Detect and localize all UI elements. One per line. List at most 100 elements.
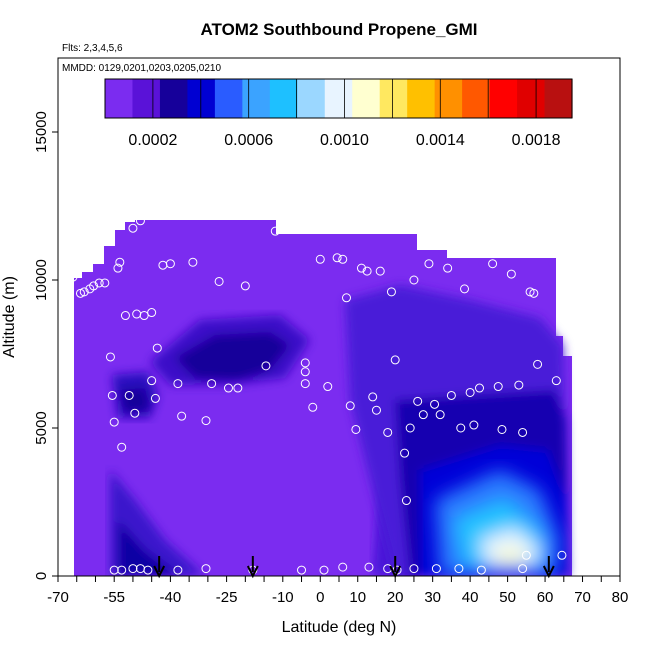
sample-point <box>356 263 366 273</box>
sample-point <box>338 562 348 572</box>
sample-point <box>261 361 271 371</box>
sample-point <box>493 382 503 392</box>
sample-point <box>418 410 428 420</box>
sample-point <box>364 562 374 572</box>
sample-point <box>79 287 89 297</box>
colorbar-swatch-16 <box>544 79 573 118</box>
colorbar-swatch-1 <box>132 79 161 118</box>
sample-point <box>297 219 307 229</box>
sample-point <box>386 287 396 297</box>
y-axis: 0 5000 10000 15000 <box>33 111 58 580</box>
sample-point <box>488 259 498 269</box>
sample-point <box>476 565 486 575</box>
annotation-flights: Flts: 2,3,4,5,6 <box>62 43 123 54</box>
sample-point <box>465 387 475 397</box>
heatmap-south-plume-core <box>118 520 180 576</box>
sample-point <box>435 410 445 420</box>
sample-point <box>68 272 78 282</box>
sample-point <box>207 379 217 389</box>
colorbar-frame <box>104 78 573 119</box>
sample-point <box>117 442 127 452</box>
sample-point <box>94 278 104 288</box>
sample-point <box>431 564 441 574</box>
sample-point <box>557 550 567 560</box>
x-axis-label: Latitude (deg N) <box>282 619 397 636</box>
sample-point <box>308 402 318 412</box>
sample-point <box>62 405 72 415</box>
sample-point <box>120 311 130 321</box>
sample-point <box>460 284 470 294</box>
sample-point <box>147 376 157 386</box>
sample-point <box>536 237 546 247</box>
sample-point <box>375 266 385 276</box>
sample-point <box>371 405 381 415</box>
x-tick-label: 0 <box>316 589 324 606</box>
sample-point <box>276 223 286 233</box>
sample-point <box>405 423 415 433</box>
x-tick-label: 30 <box>424 589 441 606</box>
x-tick-label: -25 <box>216 589 238 606</box>
colorbar-tick-label: 0.0018 <box>512 132 561 149</box>
sample-point <box>368 392 378 402</box>
sample-point <box>297 565 307 575</box>
sample-point <box>424 259 434 269</box>
sample-point <box>383 427 393 437</box>
heatmap-left-blob-core <box>120 388 150 412</box>
sample-point <box>62 564 72 574</box>
x-tick-label: 50 <box>499 589 516 606</box>
sample-point <box>338 254 348 264</box>
sample-point <box>413 396 423 406</box>
sample-point <box>323 382 333 392</box>
sample-point <box>295 216 305 226</box>
x-axis: -70 -55 -40 -25 -10 0 10 20 30 40 50 60 70 80 <box>47 576 628 606</box>
y-axis-label: Altitude (m) <box>1 276 18 358</box>
x-tick-label: -40 <box>160 589 182 606</box>
sample-point <box>430 399 440 409</box>
sample-point <box>75 288 85 298</box>
colorbar-swatch-8 <box>324 79 353 118</box>
x-tick-label: 20 <box>387 589 404 606</box>
sample-point <box>173 379 183 389</box>
x-tick-label: 10 <box>349 589 366 606</box>
sample-point <box>135 216 145 226</box>
sample-point <box>117 565 127 575</box>
colorbar-swatch-9 <box>352 79 381 118</box>
sample-point <box>514 380 524 390</box>
sample-point <box>150 393 160 403</box>
sample-point <box>409 275 419 285</box>
sample-point <box>139 311 149 321</box>
sample-points <box>62 210 567 575</box>
x-tick-label: -70 <box>47 589 69 606</box>
colorbar-tick-label: 0.0010 <box>320 132 369 149</box>
colorbar-swatch-13 <box>462 79 491 118</box>
sample-point <box>521 550 531 560</box>
colorbar-ticks: 0.0002 0.0006 0.0010 0.0014 0.0018 <box>104 78 573 149</box>
sample-point <box>113 263 123 273</box>
sample-point <box>390 355 400 365</box>
heatmap-north-peak <box>496 550 524 562</box>
annotation-dates: MMDD: 0129,0201,0203,0205,0210 <box>62 63 221 74</box>
sample-point <box>456 423 466 433</box>
chart-title: ATOM2 Southbound Propene_GMI <box>200 20 477 39</box>
colorbar-swatch-14 <box>489 79 518 118</box>
sample-point <box>64 419 74 429</box>
colorbar-swatch-10 <box>379 79 408 118</box>
sample-point <box>143 210 153 220</box>
sample-point <box>282 219 292 229</box>
sample-point <box>128 564 138 574</box>
x-tick-label: 80 <box>612 589 629 606</box>
sample-point <box>401 496 411 506</box>
y-tick-label: 15000 <box>33 111 50 153</box>
colorbar-swatch-6 <box>269 79 298 118</box>
sample-point <box>300 358 310 368</box>
heatmap-field <box>74 220 572 576</box>
sample-point <box>525 287 535 297</box>
sample-point <box>115 257 125 267</box>
sample-point <box>409 564 419 574</box>
sample-point <box>223 383 233 393</box>
sample-point <box>107 390 117 400</box>
colorbar-swatch-15 <box>517 79 546 118</box>
sample-point <box>362 266 372 276</box>
sample-point <box>551 376 561 386</box>
